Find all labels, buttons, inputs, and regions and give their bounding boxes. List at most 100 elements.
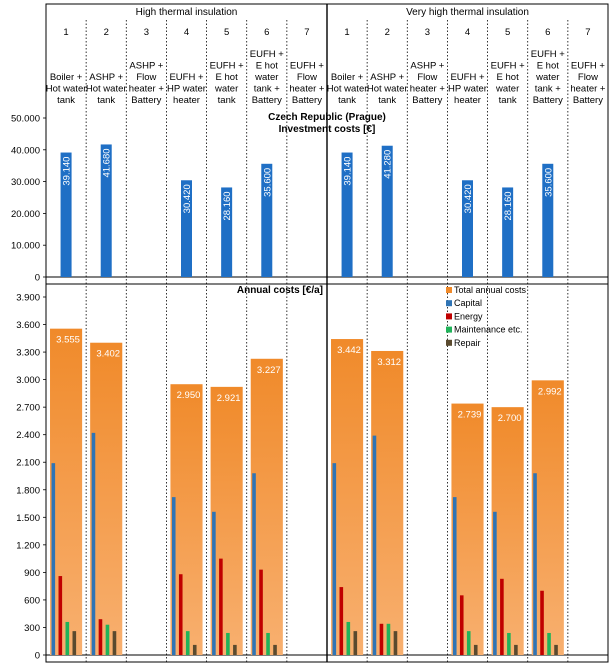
capital-bar	[533, 473, 537, 655]
maintenance-bar	[386, 623, 391, 655]
legend-swatch	[446, 339, 452, 346]
investment-bar-label: 35.600	[262, 168, 273, 197]
legend-label: Total annual costs	[454, 285, 527, 295]
column-number: 2	[104, 27, 109, 38]
column-number: 7	[585, 27, 590, 38]
column-label: tank	[57, 95, 75, 106]
energy-bar	[178, 574, 183, 655]
column-label: Hot water	[327, 84, 368, 95]
column-label: Battery	[573, 95, 603, 106]
investment-bar-label: 41.680	[102, 148, 113, 177]
column-label: Hot water	[86, 84, 127, 95]
column-label: EUFH +	[571, 61, 606, 72]
investment-bar	[221, 187, 233, 277]
y-tick-label-annual: 1.500	[16, 513, 40, 524]
column-label: Flow	[297, 72, 317, 83]
legend-swatch	[446, 287, 452, 293]
column-label: Boiler +	[331, 72, 364, 83]
column-label: Battery	[292, 95, 322, 106]
column-number: 6	[545, 27, 550, 38]
y-tick-label-investment: 20.000	[11, 209, 40, 220]
y-tick-label-annual: 3.000	[16, 375, 40, 386]
column-label: HP water	[448, 84, 487, 95]
column-label: EUFH +	[531, 49, 566, 60]
energy-bar	[219, 558, 223, 655]
column-number: 4	[184, 27, 189, 38]
column-label: heater +	[289, 84, 325, 95]
maintenance-bar	[466, 631, 471, 655]
column-label: EUFH +	[290, 61, 325, 72]
column-label: heater +	[410, 84, 446, 95]
capital-bar	[372, 435, 377, 655]
y-tick-label-annual: 2.400	[16, 430, 40, 441]
y-tick-label-investment: 0	[35, 273, 40, 284]
column-label: Flow	[136, 72, 156, 83]
column-label: Flow	[417, 72, 437, 83]
column-label: EUFH +	[210, 61, 245, 72]
total-bar-label: 3.555	[56, 335, 80, 346]
column-label: ASHP +	[89, 72, 123, 83]
column-number: 1	[63, 27, 68, 38]
column-label: ASHP +	[129, 61, 163, 72]
investment-chart-title: Czech Republic (Prague)	[268, 112, 386, 123]
y-tick-label-investment: 40.000	[11, 145, 40, 156]
maintenance-bar	[346, 621, 351, 655]
column-label: tank	[338, 95, 356, 106]
y-tick-label-annual: 2.700	[16, 403, 40, 414]
investment-bar-label: 39.140	[62, 157, 73, 186]
column-label: water	[495, 84, 519, 95]
total-bar	[90, 342, 123, 655]
column-label: HP water	[167, 84, 206, 95]
column-number: 3	[425, 27, 430, 38]
column-label: heater +	[129, 84, 165, 95]
column-label: tank +	[254, 84, 281, 95]
investment-bar-label: 28.160	[222, 191, 233, 220]
repair-bar	[72, 631, 77, 655]
column-label: EUFH +	[250, 49, 285, 60]
y-tick-label-annual: 1.200	[16, 540, 40, 551]
investment-bar	[100, 144, 112, 277]
y-tick-label-annual: 600	[24, 595, 40, 606]
capital-bar	[212, 511, 216, 655]
y-tick-label-annual: 2.100	[16, 458, 40, 469]
capital-bar	[493, 511, 497, 655]
y-tick-label-annual: 300	[24, 623, 40, 634]
legend-label: Capital	[454, 298, 482, 308]
column-number: 7	[304, 27, 309, 38]
column-label: ASHP +	[370, 72, 404, 83]
column-label: water	[214, 84, 238, 95]
maintenance-bar	[105, 624, 110, 655]
total-bar	[250, 358, 283, 655]
total-bar-label: 2.739	[458, 410, 482, 421]
total-bar-label: 2.950	[177, 390, 201, 401]
column-number: 6	[264, 27, 269, 38]
capital-bar	[51, 463, 56, 655]
legend-label: Energy	[454, 311, 483, 321]
column-label: heater	[454, 95, 481, 106]
capital-bar	[452, 497, 457, 655]
total-bar	[451, 403, 484, 655]
y-tick-label-annual: 1.800	[16, 485, 40, 496]
column-label: tank	[97, 95, 115, 106]
y-tick-label-annual: 3.300	[16, 348, 40, 359]
column-number: 4	[465, 27, 470, 38]
column-label: E hot	[216, 72, 239, 83]
investment-bar	[181, 180, 192, 277]
legend-swatch	[446, 313, 452, 320]
total-bar-label: 3.442	[337, 345, 361, 356]
column-label: Hot water	[46, 84, 87, 95]
repair-bar	[554, 644, 558, 655]
energy-bar	[259, 569, 263, 655]
y-tick-label-investment: 10.000	[11, 241, 40, 252]
y-tick-label-annual: 3.600	[16, 320, 40, 331]
energy-bar	[379, 623, 384, 655]
column-number: 5	[224, 27, 229, 38]
total-bar	[491, 407, 524, 655]
column-label: EUFH +	[169, 72, 204, 83]
repair-bar	[112, 631, 117, 655]
repair-bar	[233, 644, 237, 655]
group-title-very-high: Very high thermal insulation	[406, 7, 529, 18]
energy-bar	[339, 587, 344, 655]
legend-label: Repair	[454, 338, 481, 348]
